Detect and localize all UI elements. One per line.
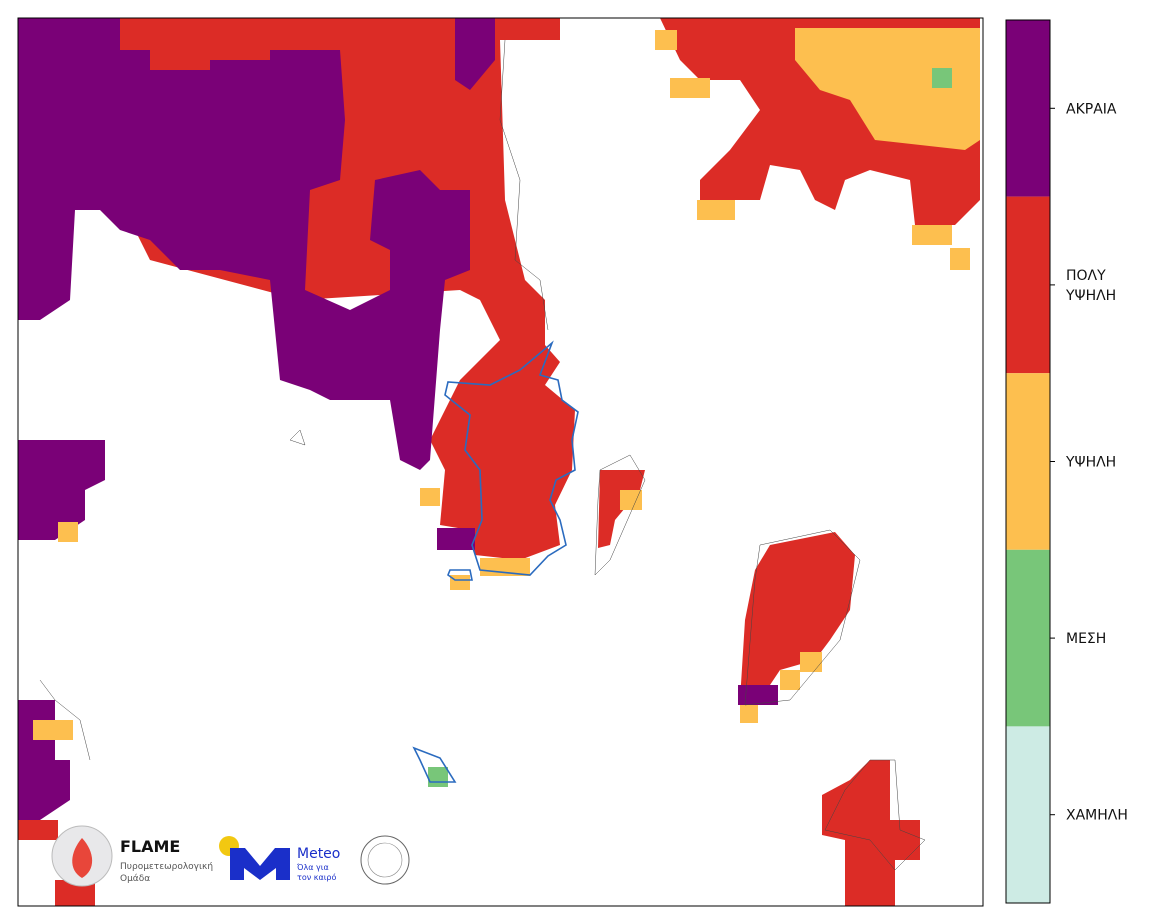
- legend-swatch: [1006, 196, 1050, 374]
- legend-label: ΠΟΛΥ ΥΨΗΛΗ: [1065, 268, 1116, 304]
- coastlines: [39, 39, 926, 871]
- map: [17, 17, 984, 907]
- map-frame: [17, 17, 984, 907]
- legend-frame: [1005, 19, 1051, 904]
- legend-label: ΧΑΜΗΛΗ: [1066, 808, 1128, 824]
- legend-label: ΜΕΣΗ: [1066, 631, 1106, 647]
- meteo-subtitle: Όλα για: [296, 862, 329, 872]
- risk-high-areas: [33, 28, 980, 740]
- legend-label: ΑΚΡΑΙΑ: [1066, 101, 1117, 117]
- meteo-logo: [230, 848, 290, 880]
- flame-name: FLAME: [120, 837, 180, 856]
- meteo-subtitle: τον καιρό: [297, 872, 336, 882]
- meteo-name: Meteo: [297, 846, 340, 862]
- flame-logo-fire: [72, 838, 93, 878]
- region-boundary: [412, 340, 579, 783]
- logos: FLAME Πυρομετεωρολογική Ομάδα Meteo Όλα …: [51, 825, 410, 887]
- legend-swatch: [1006, 373, 1050, 550]
- legend: ΑΚΡΑΙΑ ΠΟΛΥ ΥΨΗΛΗ ΥΨΗΛΗ ΜΕΣΗ ΧΑΜΗΛΗ: [1005, 19, 1128, 904]
- risk-extreme-areas: [18, 18, 778, 820]
- flame-subtitle: Πυρομετεωρολογική: [120, 862, 213, 872]
- legend-swatch: [1006, 726, 1050, 903]
- seal-logo-inner: [367, 842, 403, 878]
- flame-subtitle: Ομάδα: [120, 874, 150, 884]
- legend-swatch: [1006, 549, 1050, 727]
- legend-label: ΥΨΗΛΗ: [1065, 455, 1116, 471]
- legend-swatch: [1006, 20, 1050, 197]
